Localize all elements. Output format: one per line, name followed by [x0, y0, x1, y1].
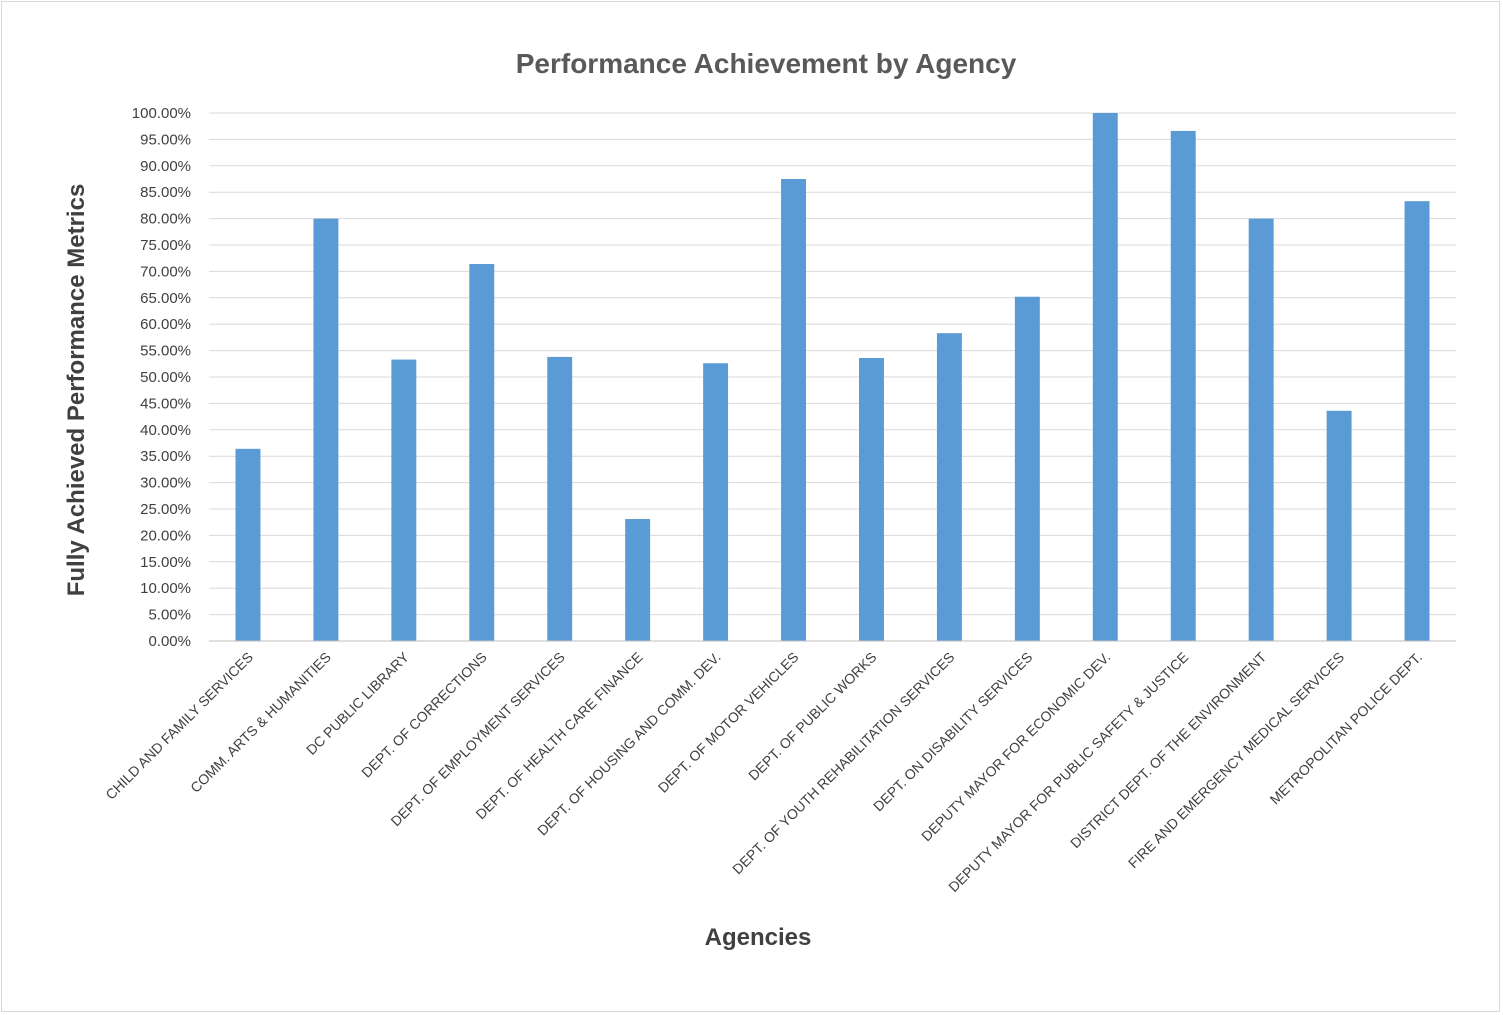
- bar: [781, 179, 807, 641]
- bar: [391, 359, 417, 641]
- x-category-label: DEPT. OF EMPLOYMENT SERVICES: [387, 649, 567, 829]
- y-tick-label: 35.00%: [140, 448, 191, 465]
- x-category-label: DEPT. OF PUBLIC WORKS: [745, 649, 880, 784]
- y-tick-label: 10.00%: [140, 580, 191, 597]
- y-axis-title: Fully Achieved Performance Metrics: [63, 184, 90, 597]
- y-tick-label: 65.00%: [140, 290, 191, 307]
- y-tick-label: 45.00%: [140, 395, 191, 412]
- bar: [1326, 410, 1352, 641]
- x-category-label: DEPT. OF CORRECTIONS: [358, 649, 490, 781]
- y-tick-label: 50.00%: [140, 369, 191, 386]
- x-category-label: CHILD AND FAMILY SERVICES: [102, 649, 256, 803]
- x-category-label: DEPT. OF MOTOR VEHICLES: [655, 649, 802, 796]
- y-tick-label: 5.00%: [148, 607, 191, 624]
- y-tick-label: 20.00%: [140, 527, 191, 544]
- y-tick-label: 25.00%: [140, 501, 191, 518]
- bar: [858, 357, 884, 641]
- bar: [1248, 218, 1274, 641]
- y-tick-label: 75.00%: [140, 237, 191, 254]
- y-tick-label: 85.00%: [140, 184, 191, 201]
- bars: [235, 113, 1430, 641]
- y-tick-label: 15.00%: [140, 554, 191, 571]
- chart-title: Performance Achievement by Agency: [516, 48, 1017, 79]
- bar: [625, 519, 651, 641]
- bar: [235, 448, 261, 641]
- bar: [547, 356, 573, 641]
- x-category-label: METROPOLITAN POLICE DEPT.: [1267, 649, 1426, 808]
- y-tick-label: 95.00%: [140, 131, 191, 148]
- y-tick-label: 0.00%: [148, 633, 191, 650]
- y-tick-label: 30.00%: [140, 475, 191, 492]
- x-axis-title: Agencies: [705, 924, 812, 951]
- x-category-label: COMM. ARTS & HUMANITIES: [187, 649, 334, 796]
- bar: [1404, 201, 1430, 641]
- bar: [936, 333, 962, 641]
- x-category-label: DEPT. OF HEALTH CARE FINANCE: [472, 649, 645, 822]
- bar: [1092, 113, 1118, 641]
- x-category-label: DEPT. ON DISABILITY SERVICES: [870, 649, 1036, 815]
- y-tick-label: 90.00%: [140, 158, 191, 175]
- bar: [1014, 296, 1040, 641]
- bar: [1170, 130, 1196, 641]
- y-axis-tick-labels: 0.00% 5.00% 10.00% 15.00% 20.00% 25.00% 30.00%…: [132, 105, 191, 650]
- y-tick-label: 100.00%: [132, 105, 191, 122]
- y-tick-label: 40.00%: [140, 422, 191, 439]
- bar: [313, 218, 339, 641]
- y-tick-label: 80.00%: [140, 211, 191, 228]
- bar: [703, 363, 729, 641]
- y-tick-label: 60.00%: [140, 316, 191, 333]
- bar: [469, 264, 495, 641]
- y-tick-label: 70.00%: [140, 263, 191, 280]
- y-tick-label: 55.00%: [140, 343, 191, 360]
- gridlines: [209, 112, 1456, 616]
